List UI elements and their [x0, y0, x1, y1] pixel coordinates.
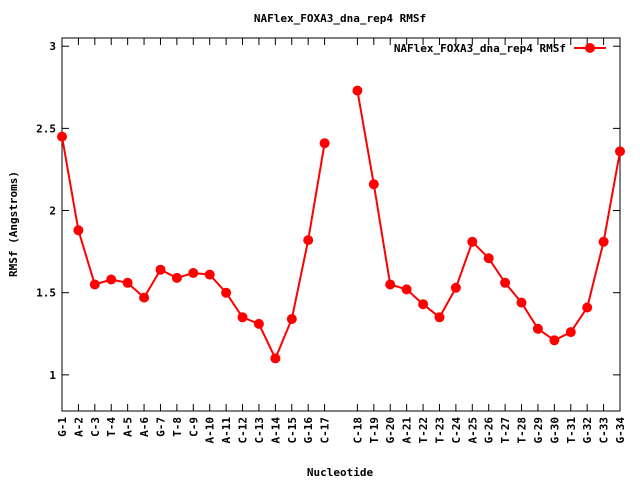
data-point — [253, 318, 264, 329]
x-tick-label: C-33 — [598, 417, 611, 444]
x-tick-label: G-34 — [614, 417, 627, 444]
x-tick-label: A-21 — [401, 417, 414, 444]
series-line — [61, 136, 326, 361]
chart-title: NAFlex_FOXA3_dna_rep4 RMSf — [254, 12, 426, 25]
x-tick-label: T-22 — [417, 417, 430, 444]
x-tick-label: T-31 — [565, 417, 578, 444]
x-tick-label: A-5 — [122, 417, 135, 437]
x-tick-label: A-14 — [269, 417, 282, 444]
data-point — [303, 235, 314, 246]
data-point — [57, 131, 67, 142]
x-tick-label: G-7 — [154, 417, 167, 437]
data-point — [615, 146, 625, 157]
data-point — [483, 253, 494, 264]
y-tick-label: 2.5 — [36, 122, 56, 135]
data-point — [221, 287, 232, 298]
series-layer — [57, 85, 625, 364]
data-point — [188, 268, 199, 278]
x-tick-label: T-28 — [516, 417, 529, 444]
data-point — [155, 264, 166, 275]
data-point — [565, 327, 576, 338]
x-tick-label: C-3 — [89, 417, 102, 437]
data-point — [73, 225, 84, 236]
plot-frame — [61, 37, 621, 412]
x-tick-label: G-29 — [532, 417, 545, 444]
x-tick-label: G-16 — [302, 417, 315, 444]
x-tick-label: G-26 — [483, 417, 496, 444]
data-point — [582, 302, 593, 313]
data-point — [122, 277, 133, 288]
x-tick-label: G-20 — [384, 417, 397, 444]
x-tick-label: C-18 — [351, 417, 364, 444]
x-tick-label: C-17 — [319, 417, 332, 444]
data-point — [368, 179, 379, 190]
x-tick-label: C-24 — [450, 417, 463, 444]
data-point — [434, 312, 445, 323]
x-tick-label: G-1 — [56, 417, 69, 437]
y-axis: 1 1.5 2 2.5 3 — [36, 40, 620, 382]
data-point — [204, 269, 215, 280]
data-point — [171, 272, 182, 283]
data-point — [418, 299, 429, 310]
y-tick-label: 3 — [49, 40, 56, 53]
data-point — [401, 284, 412, 295]
data-point — [467, 236, 478, 247]
data-point — [532, 323, 543, 334]
x-tick-label: C-12 — [237, 417, 250, 444]
data-point — [89, 279, 100, 290]
y-tick-label: 1.5 — [36, 287, 56, 300]
data-point — [598, 236, 609, 247]
x-tick-label: A-11 — [220, 417, 233, 444]
data-point — [286, 314, 297, 324]
x-tick-label: A-25 — [466, 417, 479, 444]
legend-marker — [585, 43, 595, 53]
x-axis: G-1 A-2 C-3 T-4 A-5 A-6 G-7 T-8 C-9 A-10 A-11 C-12 C… — [56, 38, 627, 444]
x-tick-label: T-8 — [171, 417, 184, 437]
x-tick-label: A-10 — [204, 417, 217, 444]
x-tick-label: C-9 — [187, 417, 200, 437]
x-tick-label: T-19 — [368, 417, 381, 444]
series-line — [356, 90, 621, 342]
data-point — [270, 353, 281, 364]
x-axis-label: Nucleotide — [307, 466, 374, 479]
data-point — [237, 312, 248, 323]
data-point — [500, 277, 511, 288]
data-point — [516, 297, 527, 308]
x-tick-label: T-4 — [105, 417, 118, 437]
x-tick-label: C-13 — [253, 417, 266, 444]
data-point — [549, 335, 560, 346]
data-point — [385, 279, 396, 290]
x-tick-label: C-15 — [286, 417, 299, 444]
data-point — [319, 138, 330, 149]
y-tick-label: 2 — [49, 205, 56, 218]
x-tick-label: G-30 — [548, 417, 561, 444]
x-tick-label: T-27 — [499, 417, 512, 444]
x-tick-label: G-32 — [581, 417, 594, 444]
data-point — [139, 292, 150, 303]
legend: NAFlex_FOXA3_dna_rep4 RMSf — [394, 42, 606, 55]
y-axis-label: RMSf (Angstroms) — [7, 171, 20, 277]
x-tick-label: A-6 — [138, 417, 151, 437]
legend-label: NAFlex_FOXA3_dna_rep4 RMSf — [394, 42, 566, 55]
data-point — [450, 282, 461, 293]
x-tick-label: A-2 — [72, 417, 85, 437]
y-tick-label: 1 — [49, 369, 56, 382]
x-tick-label: T-23 — [433, 417, 446, 444]
data-point — [352, 85, 363, 96]
data-point — [106, 274, 117, 285]
